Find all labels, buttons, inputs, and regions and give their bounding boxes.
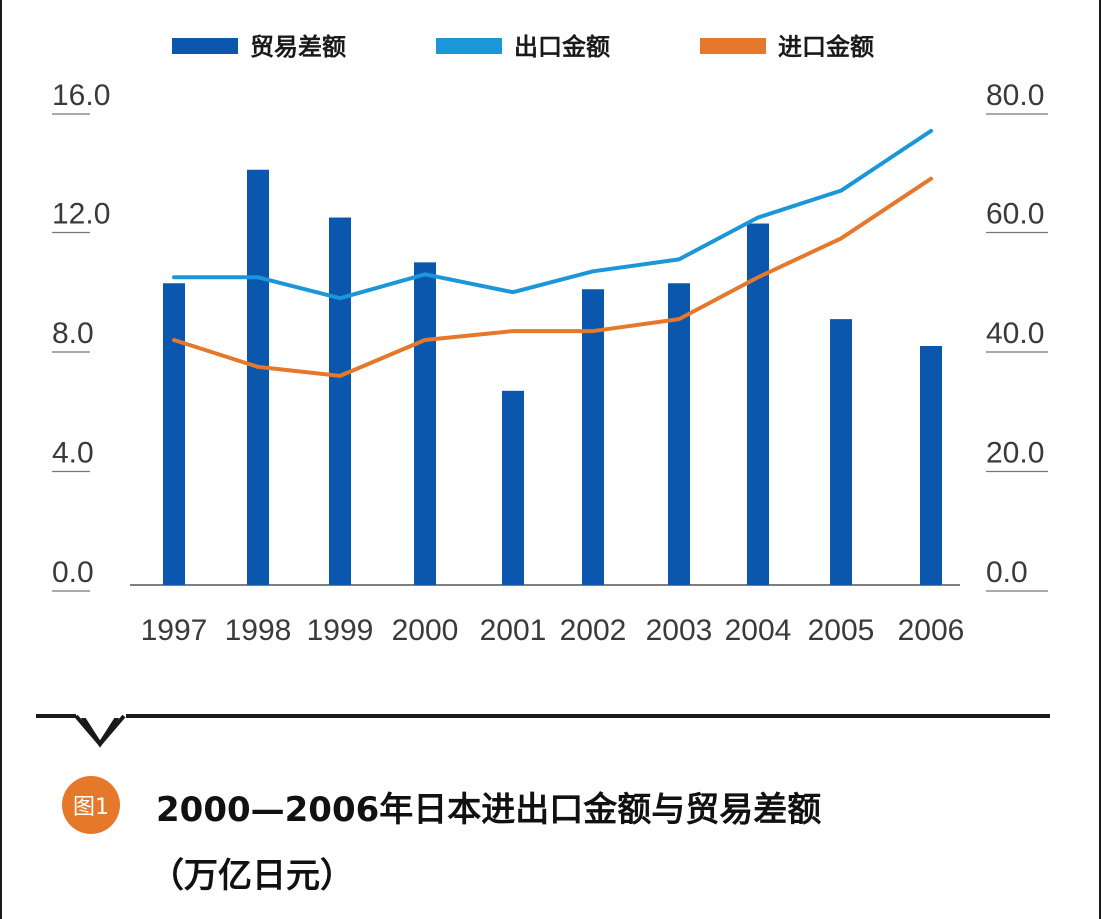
line-series [172, 128, 933, 378]
line-export-amount [172, 128, 933, 301]
legend-swatch [436, 38, 502, 54]
line-import-amount [172, 176, 933, 378]
legend-label: 进口金额 [778, 33, 874, 61]
bar-trade-balance [830, 319, 852, 585]
x-tick-label: 1997 [141, 614, 208, 647]
x-tick-label: 1999 [307, 614, 374, 647]
x-tick-label: 2004 [725, 614, 792, 647]
figure-subtitle: （万亿日元） [150, 856, 354, 896]
legend-label: 贸易差额 [250, 33, 346, 61]
chart: 贸易差额 出口金额 进口金额 0.0 4.0 8.0 12.0 16.0 0.0 20.0 40.… [52, 33, 1048, 647]
frame-right-border [1099, 0, 1101, 919]
right-tick-label: 40.0 [986, 317, 1044, 350]
x-tick-label: 2006 [898, 614, 965, 647]
divider-notch [62, 712, 138, 748]
left-tick-label: 0.0 [52, 556, 94, 589]
frame-left-border [0, 0, 2, 919]
bar-trade-balance [247, 169, 269, 586]
bar-trade-balance [329, 217, 351, 585]
bar-trade-balance [582, 289, 604, 585]
bar-trade-balance [414, 262, 436, 585]
right-tick-label: 80.0 [986, 79, 1044, 112]
x-tick-label: 2002 [560, 614, 627, 647]
bar-trade-balance [920, 346, 942, 585]
legend: 贸易差额 出口金额 进口金额 [172, 33, 874, 61]
legend-label: 出口金额 [514, 33, 610, 61]
figure-title: 2000—2006年日本进出口金额与贸易差额 [156, 790, 822, 830]
left-tick-label: 8.0 [52, 317, 94, 350]
x-tick-label: 2000 [392, 614, 459, 647]
legend-swatch [172, 38, 238, 54]
bar-trade-balance [163, 283, 185, 585]
right-tick-label: 60.0 [986, 198, 1044, 231]
bar-series [163, 169, 942, 586]
x-tick-label: 1998 [225, 614, 292, 647]
legend-swatch [700, 38, 766, 54]
right-tick-label: 0.0 [986, 556, 1028, 589]
bar-trade-balance [668, 283, 690, 585]
caption-divider [36, 714, 1050, 718]
axes: 0.0 4.0 8.0 12.0 16.0 0.0 20.0 40.0 60.0 80.0 1997… [52, 79, 1048, 647]
bar-trade-balance [747, 223, 769, 585]
left-tick-label: 16.0 [52, 79, 110, 112]
x-tick-label: 2005 [808, 614, 875, 647]
figure-badge: 图1 [62, 776, 120, 834]
left-tick-label: 12.0 [52, 198, 110, 231]
left-tick-label: 4.0 [52, 437, 94, 470]
bar-trade-balance [502, 390, 524, 585]
right-tick-label: 20.0 [986, 437, 1044, 470]
x-tick-label: 2003 [646, 614, 713, 647]
x-tick-label: 2001 [480, 614, 547, 647]
